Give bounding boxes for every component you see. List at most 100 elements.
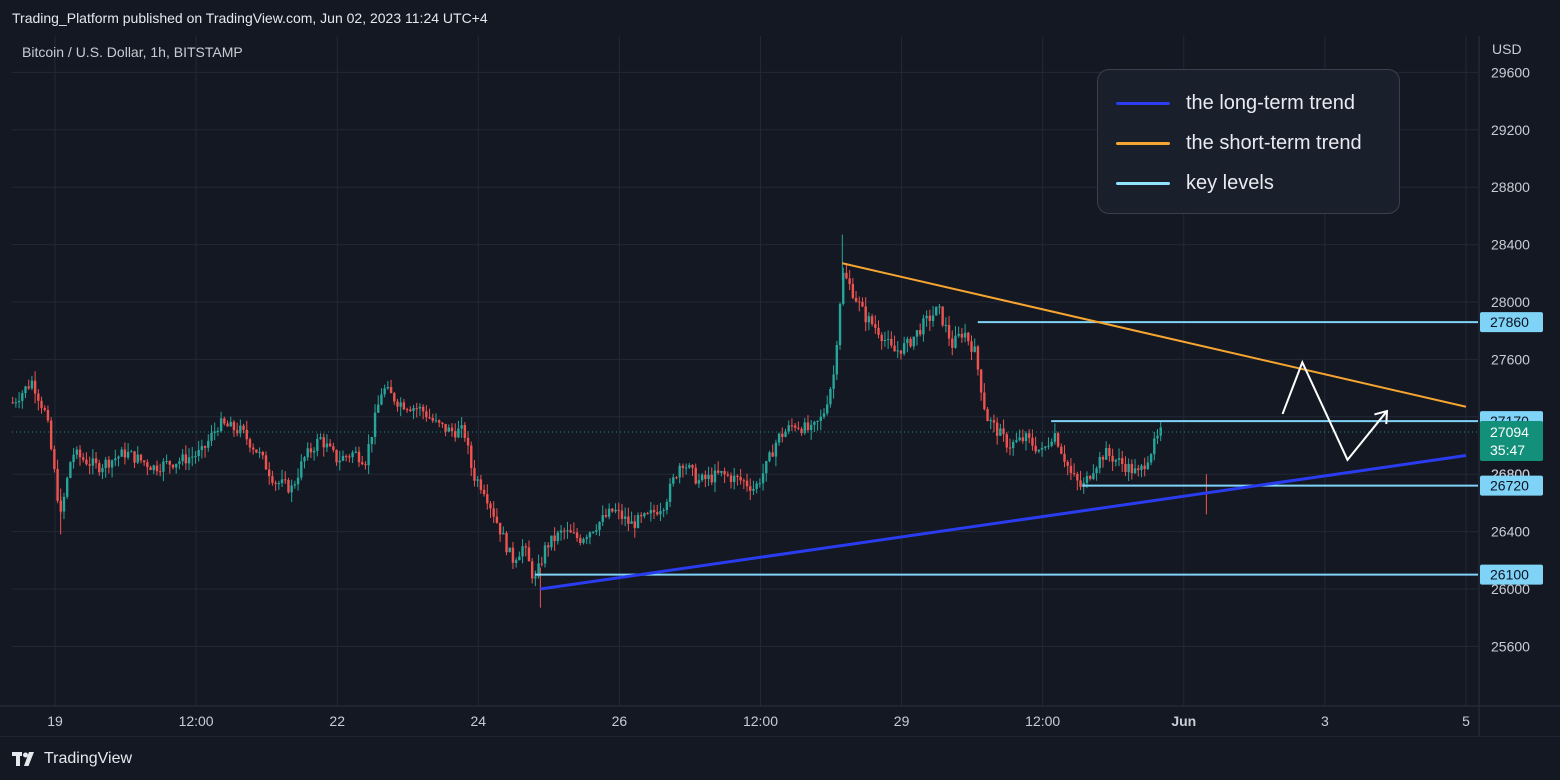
candle-body [335, 449, 338, 463]
candle-body [293, 484, 297, 486]
candle-body [543, 545, 547, 564]
candle-body [960, 333, 964, 338]
candle-body [524, 546, 527, 548]
candle-body [668, 483, 672, 502]
candle-body [460, 425, 463, 429]
candle-body [309, 448, 313, 453]
candle-body [518, 556, 521, 561]
key-level-tag-label: 27860 [1490, 314, 1529, 330]
candle-body [906, 338, 909, 344]
candle-body [255, 449, 258, 453]
candle-body [983, 392, 986, 410]
candle-body [210, 432, 213, 441]
candle-body [502, 533, 505, 535]
candle-body [65, 477, 69, 497]
candle-body [194, 456, 197, 458]
candle-body [21, 393, 24, 401]
candle-body [178, 461, 181, 464]
candle-body [851, 284, 855, 298]
legend-label-long-term: the long-term trend [1186, 91, 1355, 114]
projection-path [1281, 359, 1388, 462]
candle-body [341, 455, 345, 461]
candle-body [364, 464, 367, 466]
last-price-tag [1480, 421, 1543, 462]
candle-body [534, 576, 537, 579]
candle-body [829, 388, 832, 405]
candle-body [1156, 435, 1159, 439]
candle-body [684, 467, 688, 469]
candle-body [316, 438, 319, 452]
candle-body [566, 530, 569, 532]
candle-body [806, 422, 810, 431]
candle-body [652, 510, 656, 513]
candle-body [56, 468, 59, 501]
candle-body [1066, 461, 1069, 466]
countdown-label: 35:47 [1490, 442, 1525, 458]
tradingview-brand: TradingView [44, 750, 133, 767]
legend-label-short-term: the short-term trend [1186, 131, 1362, 154]
symbol-title[interactable]: Bitcoin / U.S. Dollar, 1h, BITSTAMP [22, 44, 243, 60]
legend-swatch-long-term [1116, 101, 1170, 105]
candle-body [954, 335, 957, 348]
candle-body [877, 327, 880, 335]
candle-body [819, 416, 822, 421]
y-tick-label: 27600 [1491, 351, 1530, 367]
candle-body [1040, 447, 1044, 450]
candle-body [672, 477, 675, 484]
candle-body [925, 315, 928, 319]
x-tick-label: 3 [1321, 713, 1329, 729]
candle-body [162, 461, 165, 472]
y-tick-label: 26000 [1491, 581, 1530, 597]
candle-body [1114, 459, 1118, 462]
candle-body [896, 350, 899, 352]
candle-body [396, 401, 399, 407]
candle-body [1146, 462, 1150, 469]
candle-body [1140, 465, 1143, 471]
candle-body [591, 531, 595, 533]
candle-body [447, 427, 450, 432]
candle-body [617, 509, 620, 511]
x-tick-label: 19 [47, 713, 63, 729]
candle-body [915, 330, 919, 337]
key-level-tag [1480, 312, 1543, 333]
x-tick-label: 29 [894, 713, 910, 729]
candle-body [49, 420, 53, 450]
candle-body [248, 439, 252, 448]
candle-body [787, 425, 790, 432]
candle-body [995, 422, 999, 436]
candle-body [1127, 463, 1130, 473]
candle-body [412, 408, 415, 411]
candle-body [1050, 441, 1053, 446]
candle-body [636, 515, 640, 528]
candle-body [864, 306, 867, 323]
candle-body [598, 522, 601, 531]
candle-body [88, 464, 91, 466]
candle-body [184, 454, 188, 464]
legend-swatch-short-term [1116, 141, 1170, 145]
candle-body [223, 418, 226, 424]
candle-body [826, 404, 829, 414]
long-term-trend-line [540, 454, 1467, 591]
tradingview-logo[interactable]: TradingView [12, 750, 132, 768]
tradingview-logo-icon [12, 752, 34, 766]
candle-body [899, 350, 903, 354]
candle-body [582, 539, 585, 543]
candle-body [585, 537, 588, 540]
candle-body [951, 338, 954, 348]
candle-body [845, 272, 848, 279]
candle-body [235, 430, 239, 434]
candle-body [967, 332, 970, 342]
candle-body [216, 431, 220, 433]
candle-body [466, 437, 470, 446]
candle-body [383, 388, 386, 395]
candle-body [27, 386, 30, 389]
candle-body [1060, 446, 1063, 454]
candle-body [540, 563, 543, 565]
candle-body [970, 341, 973, 352]
y-tick-label: 28000 [1491, 294, 1530, 310]
candle-body [1076, 474, 1079, 481]
candle-body [1085, 476, 1089, 484]
candle-body [33, 380, 37, 394]
candle-body [793, 425, 797, 428]
